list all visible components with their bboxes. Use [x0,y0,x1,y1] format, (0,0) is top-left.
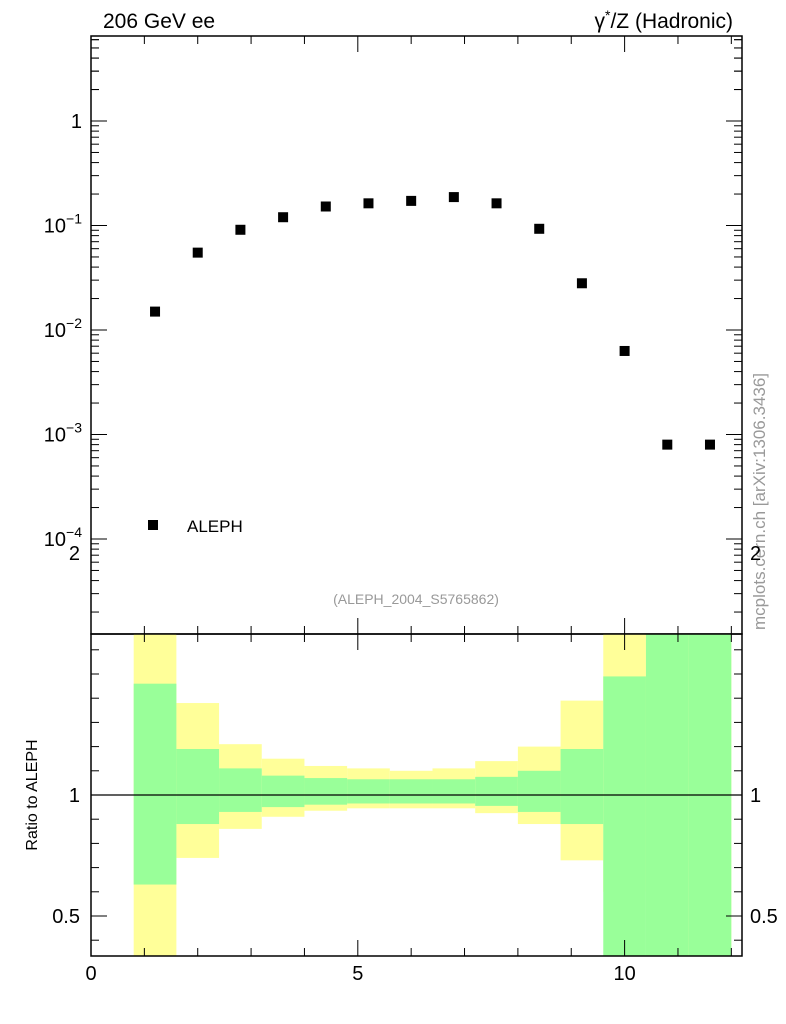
inner-band-bin [261,775,305,808]
inner-band-bin [517,770,561,812]
inner-uncertainty-band [133,634,732,956]
main-ticks [90,36,742,634]
y-tick-label: 1 [71,111,82,133]
inner-band-bin [603,676,646,956]
main-y-tick-labels: 1 10−1 10−2 10−3 10−4 [44,111,82,551]
x-tick-labels: 0 5 10 [85,963,635,985]
ratio-y-tick-label: 2 [69,543,80,565]
inner-band-bin [219,768,262,812]
y-tick-label: 10−1 [44,211,82,238]
x-tick-label: 10 [613,963,635,985]
process-label: γ*/Z (Hadronic) [595,7,733,33]
inner-band-bin [304,778,348,805]
data-point [235,224,246,235]
source-watermark: mcplots.cern.ch [arXiv:1306.3436] [750,373,769,630]
inner-band-bin [560,749,604,825]
ratio-ticks [90,634,742,956]
data-point [278,212,289,223]
inner-band-bin [432,779,476,804]
data-point [576,278,587,289]
inner-band-bin [347,779,390,804]
data-point [363,198,374,209]
data-point [150,306,161,317]
ratio-y-tick-label-right: 0.5 [750,906,778,928]
inner-band-bin [133,683,177,885]
legend-label: ALEPH [187,517,243,536]
legend-marker [148,520,158,530]
ratio-y-tick-label: 0.5 [52,906,80,928]
inner-band-bin [475,776,518,806]
y-tick-label: 10−3 [44,420,82,447]
analysis-id-label: (ALEPH_2004_S5765862) [333,591,499,607]
ratio-y-tick-labels: 0.5 0.5 1 1 2 2 [52,543,778,928]
inner-band-bin [176,749,220,825]
main-panel: 1 10−1 10−2 10−3 10−4 ALEPH (ALEPH_2004_S576… [44,35,743,635]
data-point [662,439,673,450]
data-point [534,223,545,234]
ratio-y-tick-label: 1 [69,785,80,807]
energy-label: 206 GeV ee [103,10,215,33]
inner-band-bin [389,779,433,804]
ratio-y-tick-label-right: 2 [750,543,761,565]
data-point [704,439,715,450]
legend: ALEPH [148,517,243,536]
ratio-panel: 0.5 0.5 1 1 2 2 0 5 10 Ratio to ALEPH [24,543,778,985]
y-tick-label: 10−2 [44,315,82,342]
data-point [406,195,417,206]
x-tick-label: 5 [352,963,363,985]
x-tick-label: 0 [85,963,96,985]
main-frame [90,35,743,635]
data-point [491,198,502,209]
data-point [320,201,331,212]
ratio-y-axis-label: Ratio to ALEPH [24,739,41,850]
data-point [619,345,630,356]
y-tick-label: 10−4 [44,524,82,551]
data-points [150,192,715,450]
data-point [448,192,459,203]
ratio-y-tick-label-right: 1 [750,785,761,807]
data-point [192,247,203,258]
